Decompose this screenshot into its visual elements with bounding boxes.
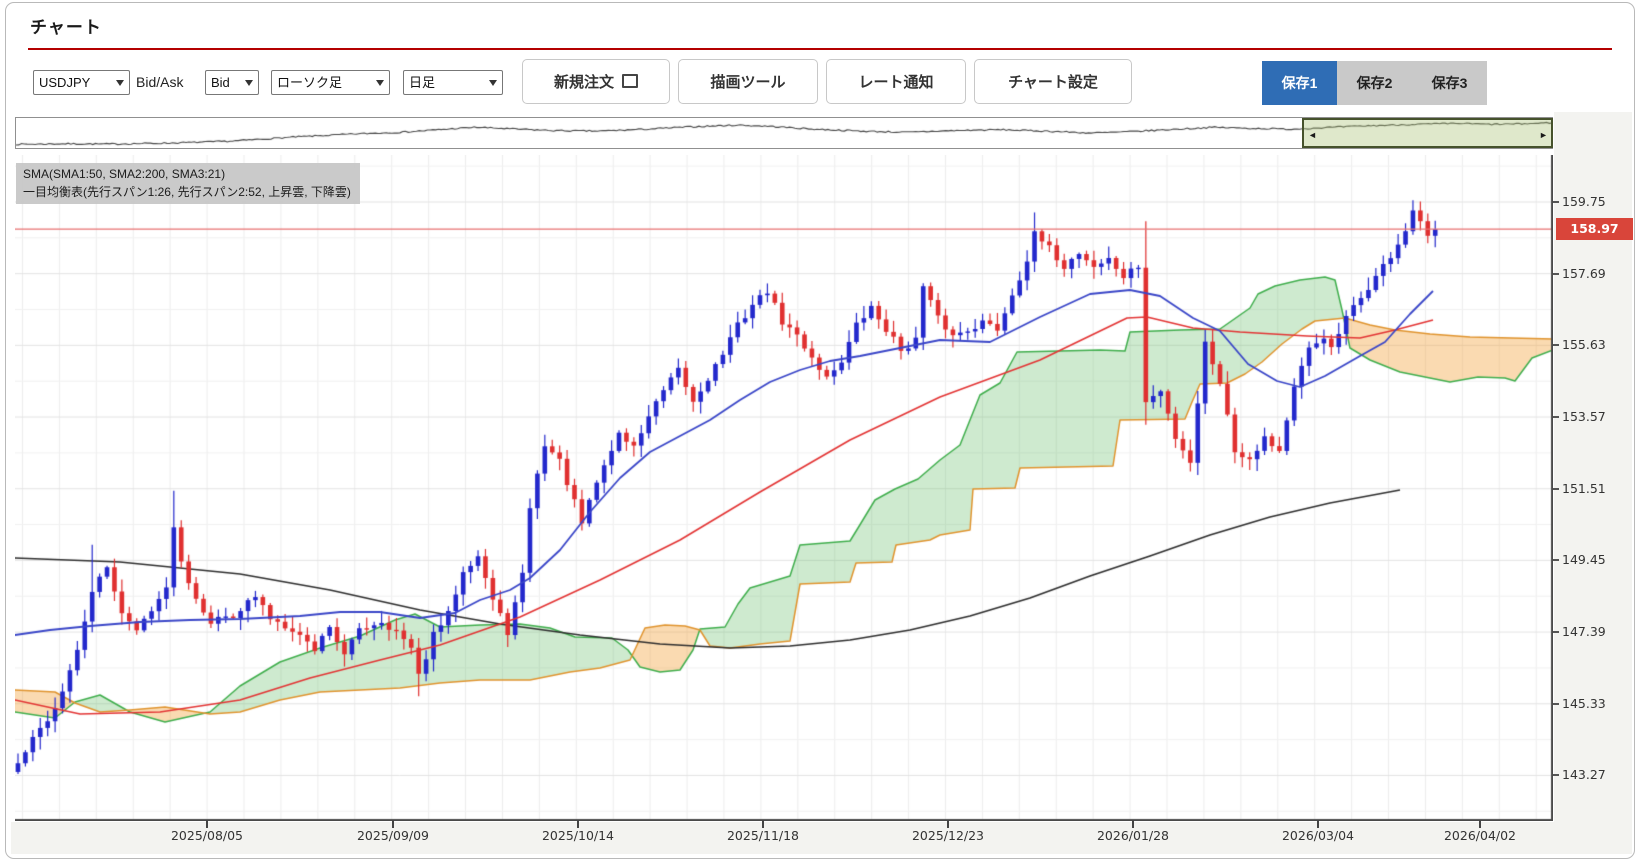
price-tick-label: 157.69 [1562,266,1606,281]
price-tick-mark [1553,344,1559,346]
price-tick-mark [1553,416,1559,418]
indicator-legend: SMA(SMA1:50, SMA2:200, SMA3:21) 一目均衡表(先行… [16,163,360,204]
date-tick-mark [577,820,579,828]
drawing-tools-button[interactable]: 描画ツール [678,59,818,104]
date-tick-label: 2025/08/05 [170,828,244,843]
overview-canvas [16,118,1552,148]
new-order-button[interactable]: 新規注文 [522,59,670,104]
date-tick-mark [392,820,394,828]
date-tick-mark [1132,820,1134,828]
save-preset-group: 保存1 保存2 保存3 [1262,61,1487,105]
popup-window-icon [622,74,638,88]
chart-type-select-wrap: ローソク足 [271,70,390,95]
price-tick-label: 155.63 [1562,337,1606,352]
rate-alert-button[interactable]: レート通知 [826,59,966,104]
price-tick-mark [1553,273,1559,275]
save-preset-1-button[interactable]: 保存1 [1262,61,1337,105]
price-tick-label: 147.39 [1562,624,1606,639]
date-tick-mark [1479,820,1481,828]
date-tick-label: 2025/11/18 [726,828,800,843]
current-price-badge: 158.97 [1556,218,1633,240]
page-title: チャート [30,18,102,37]
price-tick-label: 153.57 [1562,409,1606,424]
legend-line-ichimoku: 一目均衡表(先行スパン1:26, 先行スパン2:52, 上昇雲, 下降雲) [23,185,351,199]
overview-selection[interactable]: ◄ ► [1302,118,1553,148]
price-tick-mark [1553,201,1559,203]
main-chart-canvas[interactable] [15,155,1553,821]
date-tick-label: 2025/12/23 [911,828,985,843]
chart-settings-button[interactable]: チャート設定 [974,59,1132,104]
price-tick-mark [1553,774,1559,776]
date-tick-label: 2026/04/02 [1443,828,1517,843]
save-preset-3-button[interactable]: 保存3 [1412,61,1487,105]
legend-line-sma: SMA(SMA1:50, SMA2:200, SMA3:21) [23,167,226,181]
price-tick-label: 145.33 [1562,696,1606,711]
price-tick-label: 159.75 [1562,194,1606,209]
new-order-button-label: 新規注文 [553,74,614,91]
right-arrow-icon: ► [1539,130,1548,140]
timeframe-select-wrap: 日足 [403,70,503,95]
overview-chart: ◄ ► [15,117,1553,149]
date-axis-panel [11,822,1631,854]
bidask-select-wrap: Bid [205,70,259,95]
price-tick-mark [1553,488,1559,490]
price-tick-mark [1553,559,1559,561]
date-tick-label: 2025/10/14 [541,828,615,843]
chart-type-select[interactable]: ローソク足 [271,70,390,95]
date-tick-mark [1317,820,1319,828]
save-preset-2-button[interactable]: 保存2 [1337,61,1412,105]
left-arrow-icon: ◄ [1308,130,1317,140]
timeframe-select[interactable]: 日足 [403,70,503,95]
price-tick-label: 143.27 [1562,767,1606,782]
symbol-select-wrap: USDJPY [33,70,130,95]
date-tick-label: 2026/01/28 [1096,828,1170,843]
date-tick-label: 2026/03/04 [1281,828,1355,843]
date-tick-mark [206,820,208,828]
bidask-label: Bid/Ask [136,74,184,90]
price-tick-mark [1553,703,1559,705]
date-tick-label: 2025/09/09 [356,828,430,843]
price-tick-mark [1553,631,1559,633]
selection-left-handle[interactable]: ◄ [1308,127,1318,143]
price-tick-label: 149.45 [1562,552,1606,567]
date-tick-mark [762,820,764,828]
bidask-select[interactable]: Bid [205,70,259,95]
date-tick-mark [947,820,949,828]
title-underline [28,48,1612,50]
symbol-select[interactable]: USDJPY [33,70,130,95]
selection-right-handle[interactable]: ► [1539,127,1549,143]
price-tick-label: 151.51 [1562,481,1606,496]
